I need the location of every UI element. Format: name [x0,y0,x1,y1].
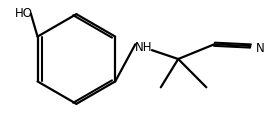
Text: N: N [256,42,265,55]
Text: HO: HO [15,7,33,20]
Text: NH: NH [135,41,152,54]
